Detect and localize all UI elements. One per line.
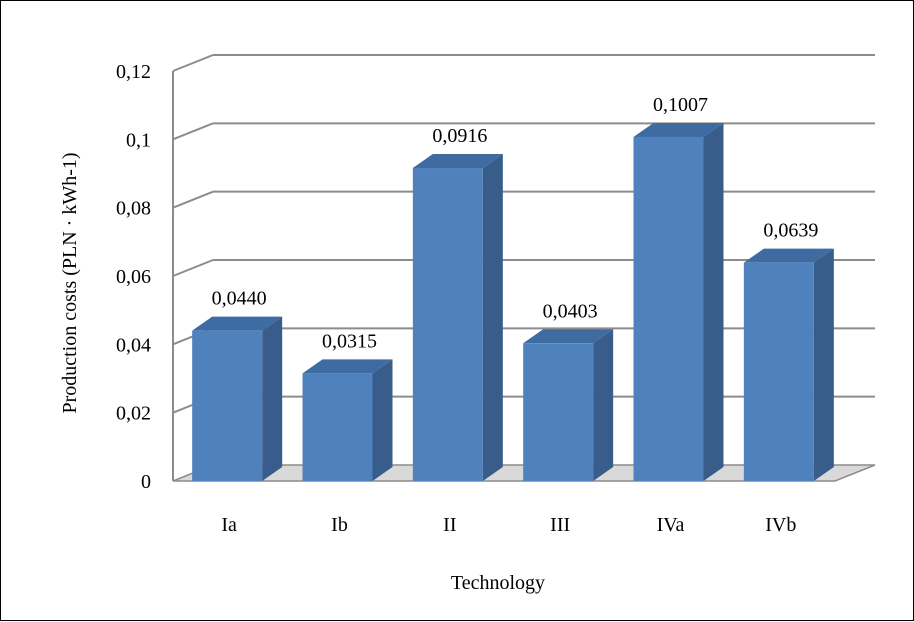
y-axis-ticks: 0 0,02 0,04 0,06 0,08 0,1 0,12 [116, 61, 151, 493]
bar-front [192, 330, 263, 481]
bar-front [633, 136, 704, 482]
gridline-diagonal [172, 259, 214, 277]
bar-side [372, 359, 393, 481]
y-tick-label: 0,06 [116, 266, 151, 288]
bar-III [523, 329, 614, 481]
y-tick-label: 0,02 [116, 403, 151, 425]
data-labels: 0,0440 0,0315 0,0916 0,0403 0,1007 0,0639 [212, 94, 819, 352]
gridline-diagonal [172, 122, 214, 141]
bar-front [523, 343, 594, 481]
bar-side [262, 316, 283, 481]
y-tick-label: 0,12 [116, 61, 151, 83]
bars [192, 122, 834, 482]
data-label: 0,0440 [212, 288, 267, 310]
y-tick-label: 0 [141, 471, 151, 493]
bar-side [593, 329, 614, 481]
data-label: 0,0639 [763, 220, 818, 242]
category-labels: Ia Ib II III IVa IVb [221, 514, 796, 536]
bar-IVb [743, 248, 834, 481]
bar-front [412, 168, 483, 482]
bar-front [302, 373, 373, 481]
data-label: 0,0403 [543, 300, 598, 322]
bar-top [412, 154, 503, 169]
category-label: III [550, 514, 570, 536]
bar-Ib [302, 359, 393, 481]
category-label: Ia [221, 514, 237, 536]
category-label: IVa [657, 514, 685, 536]
y-tick-label: 0,08 [116, 198, 151, 220]
bar-side [813, 248, 834, 481]
data-label: 0,0315 [322, 330, 377, 352]
bar-side [703, 122, 724, 482]
y-tick-label: 0,04 [116, 334, 151, 356]
y-tick-label: 0,1 [126, 129, 151, 151]
bar-front [743, 262, 814, 481]
bar-side [482, 154, 503, 482]
bar-top [633, 122, 724, 137]
category-label: IVb [765, 514, 796, 536]
bar-top [523, 329, 614, 344]
data-label: 0,1007 [653, 94, 708, 116]
bar-II [412, 154, 503, 482]
category-label: II [443, 514, 456, 536]
data-label: 0,0916 [432, 125, 487, 147]
bar-top [302, 359, 393, 374]
bar-Ia [192, 316, 283, 481]
gridline-diagonal [172, 54, 214, 72]
bar-IVa [633, 122, 724, 482]
y-axis-title: Production costs (PLN · kWh-1) [59, 152, 81, 413]
gridline-diagonal [172, 190, 214, 209]
category-label: Ib [331, 514, 348, 536]
bar-top [192, 316, 283, 331]
bar-top [743, 248, 834, 263]
x-axis-title: Technology [451, 572, 545, 594]
